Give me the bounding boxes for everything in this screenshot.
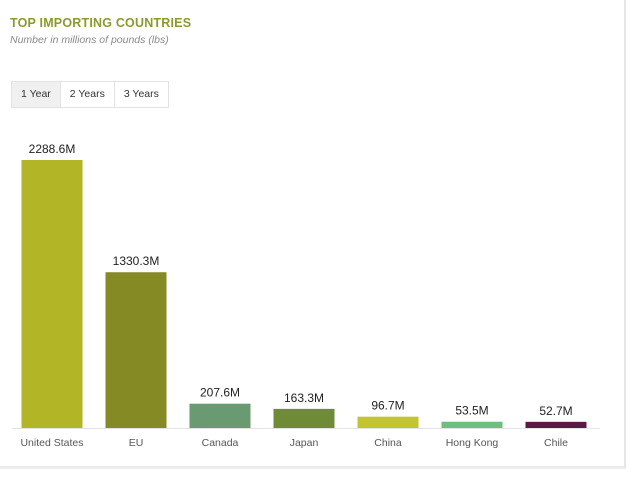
chart-title: TOP IMPORTING COUNTRIES bbox=[10, 16, 192, 30]
bar-united-states[interactable] bbox=[21, 160, 83, 428]
value-label-china: 96.7M bbox=[371, 399, 404, 413]
category-label-canada: Canada bbox=[202, 437, 239, 449]
value-label-eu: 1330.3M bbox=[113, 254, 160, 268]
tab-2-years[interactable]: 2 Years bbox=[61, 82, 115, 107]
category-label-japan: Japan bbox=[290, 437, 319, 449]
value-label-japan: 163.3M bbox=[284, 391, 324, 405]
bar-canada[interactable] bbox=[189, 403, 251, 428]
category-label-hong-kong: Hong Kong bbox=[446, 437, 499, 449]
bar-japan[interactable] bbox=[273, 408, 335, 428]
tab-3-years[interactable]: 3 Years bbox=[123, 88, 159, 100]
time-range-tabs: 1 Year 2 Years 3 Years bbox=[11, 81, 169, 108]
bar-hong-kong[interactable] bbox=[441, 421, 503, 428]
category-label-eu: EU bbox=[129, 437, 144, 449]
category-label-china: China bbox=[374, 437, 402, 449]
value-label-united-states: 2288.6M bbox=[29, 142, 76, 156]
chart-subtitle: Number in millions of pounds (lbs) bbox=[10, 34, 169, 46]
value-label-canada: 207.6M bbox=[200, 386, 240, 400]
tab-1-year[interactable]: 1 Year bbox=[12, 82, 61, 107]
value-label-hong-kong: 53.5M bbox=[455, 404, 488, 418]
bar-china[interactable] bbox=[357, 416, 419, 428]
category-label-united-states: United States bbox=[20, 437, 83, 449]
bar-chile[interactable] bbox=[525, 421, 587, 428]
value-label-chile: 52.7M bbox=[539, 404, 572, 418]
category-label-chile: Chile bbox=[544, 437, 568, 449]
bar-eu[interactable] bbox=[105, 272, 167, 428]
